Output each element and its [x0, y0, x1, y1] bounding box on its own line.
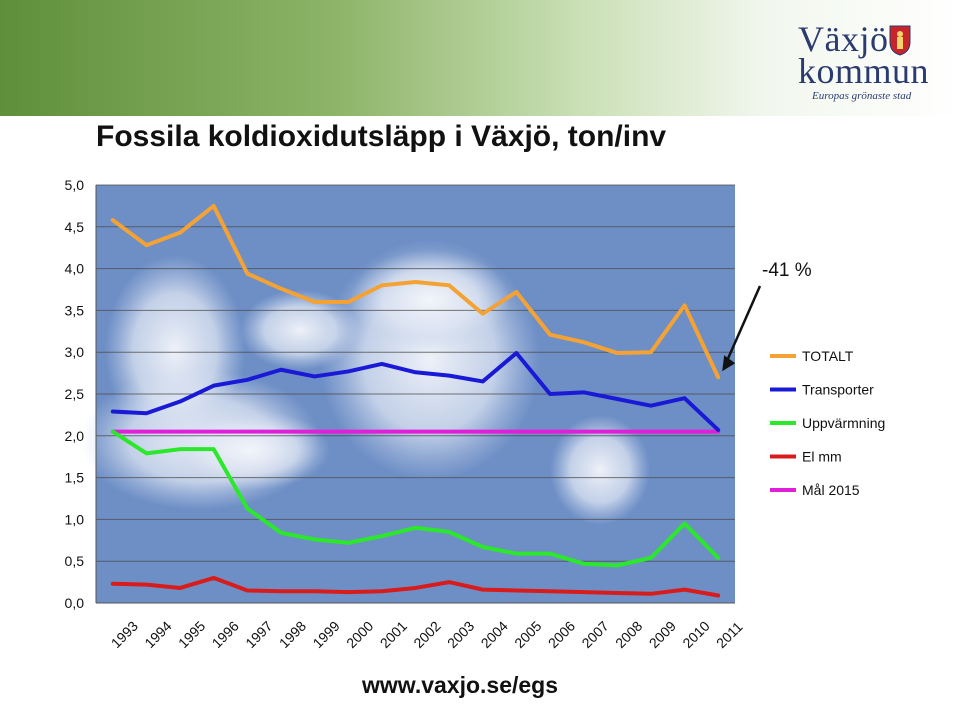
y-tick-label: 1,0 [65, 511, 85, 527]
x-tick-label: 2002 [410, 618, 443, 651]
cloud-shape [550, 415, 650, 525]
legend-label: Transporter [802, 382, 874, 398]
legend-label: Uppvärmning [802, 415, 885, 431]
y-tick-label: 2,0 [65, 428, 85, 444]
x-tick-label: 1994 [141, 618, 174, 651]
series-lines [110, 203, 721, 598]
y-tick-label: 5,0 [65, 177, 85, 193]
coat-of-arms-icon [889, 25, 911, 56]
cloud-shape [350, 250, 510, 350]
x-tick-label: 2008 [612, 618, 645, 651]
y-tick-label: 0,5 [65, 553, 85, 569]
gridlines [95, 184, 735, 604]
x-tick-label: 2009 [646, 618, 679, 651]
y-axis-tick-labels: 0,0 0,5 1,0 1,5 2,0 2,5 3,0 3,5 4,0 4,5 5,0 [65, 177, 85, 611]
y-tick-label: 4,5 [65, 219, 85, 235]
y-tick-label: 1,5 [65, 470, 85, 486]
logo-text-line1: Växjö [798, 19, 889, 59]
x-tick-label: 2010 [679, 618, 712, 651]
x-tick-label: 2005 [511, 618, 544, 651]
legend-label: El mm [802, 449, 842, 465]
series-line-uppv-rmning [110, 429, 721, 568]
x-tick-label: 1999 [309, 618, 342, 651]
annotation: -41 % [722, 260, 812, 372]
x-tick-label: 1997 [242, 618, 275, 651]
header-band [0, 0, 960, 116]
chart-title: Fossila koldioxidutsläpp i Växjö, ton/in… [96, 120, 667, 153]
annotation-arrow [723, 285, 762, 368]
x-tick-label: 1995 [175, 618, 208, 651]
logo-text-line2: kommun [798, 51, 930, 91]
annotation-text: -41 % [762, 260, 812, 281]
y-tick-label: 3,0 [65, 344, 85, 360]
x-tick-label: 2004 [478, 618, 511, 651]
x-tick-label: 2003 [444, 618, 477, 651]
y-tick-label: 2,5 [65, 386, 85, 402]
series-line-transporter [110, 351, 721, 432]
arrowhead-icon [722, 355, 736, 372]
x-tick-label: 2006 [545, 618, 578, 651]
legend-label: TOTALT [802, 348, 854, 364]
x-tick-label: 1998 [276, 618, 309, 651]
x-axis-tick-labels: 1993 1994 1995 1996 1997 1998 1999 2000 2001 2002… [108, 618, 746, 651]
legend-label: Mål 2015 [802, 482, 860, 498]
y-tick-label: 3,5 [65, 302, 85, 318]
x-tick-label: 2007 [578, 618, 611, 651]
footer-url[interactable]: www.vaxjo.se/egs [362, 672, 559, 698]
x-tick-label: 1993 [108, 618, 141, 651]
logo-tagline: Europas grönaste stad [812, 90, 912, 102]
x-tick-label: 2001 [377, 618, 410, 651]
x-tick-label: 2011 [713, 618, 746, 651]
cloud-shape [105, 255, 245, 445]
series-line-totalt [110, 203, 721, 380]
y-tick-label: 4,0 [65, 261, 85, 277]
x-tick-label: 2000 [343, 618, 376, 651]
legend: TOTALT Transporter Uppvärmning El mm Mål 201… [770, 348, 885, 498]
y-tick-label: 0,0 [65, 595, 85, 611]
x-tick-label: 1996 [209, 618, 242, 651]
vaxjo-kommun-logo: Växjö kommun Europas grönaste stad [790, 18, 940, 108]
series-line-el-mm [110, 575, 721, 598]
